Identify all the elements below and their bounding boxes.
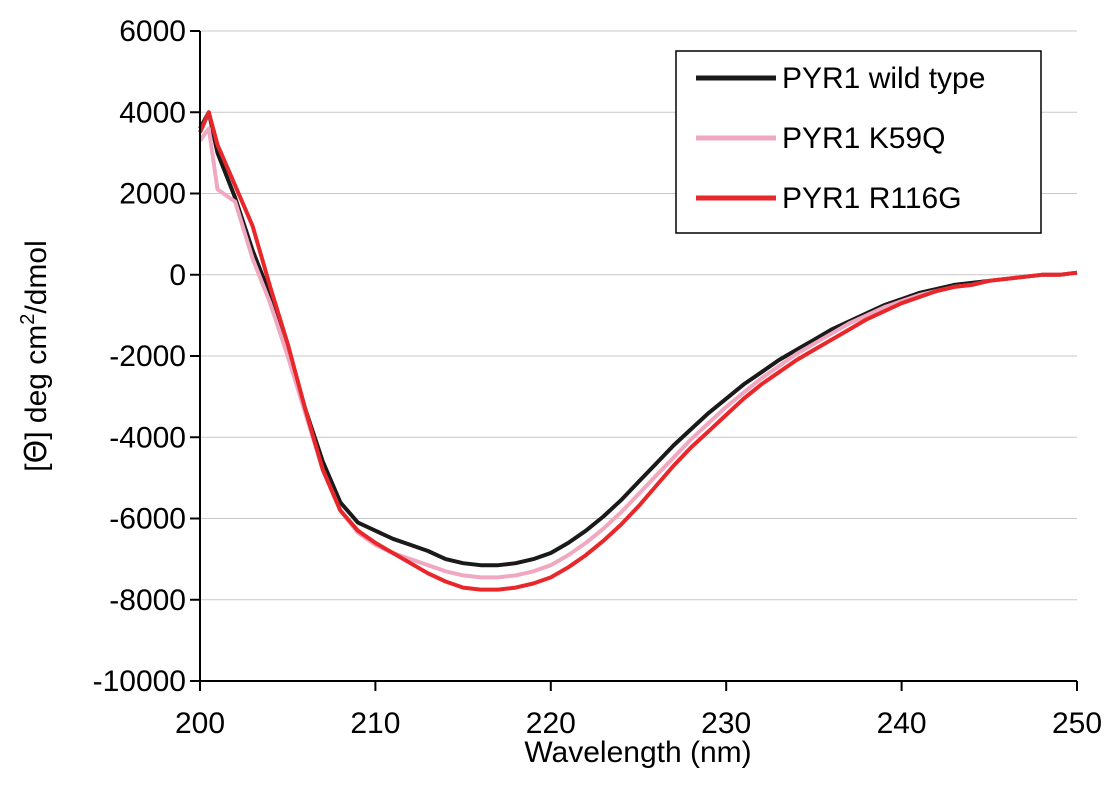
y-tick-label: 0 [169,259,186,292]
legend-label-pyr1-k59q: PYR1 K59Q [782,122,945,155]
y-axis-title: [Θ] deg cm2/dmol [17,240,54,472]
x-tick-label: 230 [701,707,751,740]
x-axis-title: Wavelength (nm) [524,736,751,769]
legend: PYR1 wild type PYR1 K59Q PYR1 R116G [675,50,1042,234]
x-tick-label: 250 [1052,707,1102,740]
y-tick-label: 2000 [119,178,186,211]
tick-labels: 6000 4000 2000 0 -2000 -4000 -6000 -8000 -10000 2… [93,15,1102,740]
y-tick-label: -6000 [109,503,186,536]
y-axis-title-per-dmol: /dmol [20,240,53,313]
y-tick-label: -8000 [109,584,186,617]
y-axis-title-bracket-open: [ [20,463,53,472]
ticks [190,30,1078,691]
legend-label-pyr1-wild-type: PYR1 wild type [782,62,985,95]
x-tick-label: 210 [350,707,400,740]
y-axis-title-theta: Θ [19,440,54,464]
series-line-pyr1-r116g [198,110,1078,592]
y-tick-label: -2000 [109,340,186,373]
legend-label-pyr1-r116g: PYR1 R116G [782,182,962,215]
x-tick-label: 240 [877,707,927,740]
y-axis-title-exponent: 2 [17,314,39,325]
legend-box [675,50,1042,234]
x-tick-label: 220 [526,707,576,740]
y-tick-label: -4000 [109,421,186,454]
series-lines [198,110,1078,592]
y-tick-label: 4000 [119,96,186,129]
x-tick-label: 200 [175,707,225,740]
y-axis-title-unit: ] deg cm [20,325,53,440]
y-tick-label: -10000 [93,665,186,698]
y-tick-label: 6000 [119,15,186,48]
